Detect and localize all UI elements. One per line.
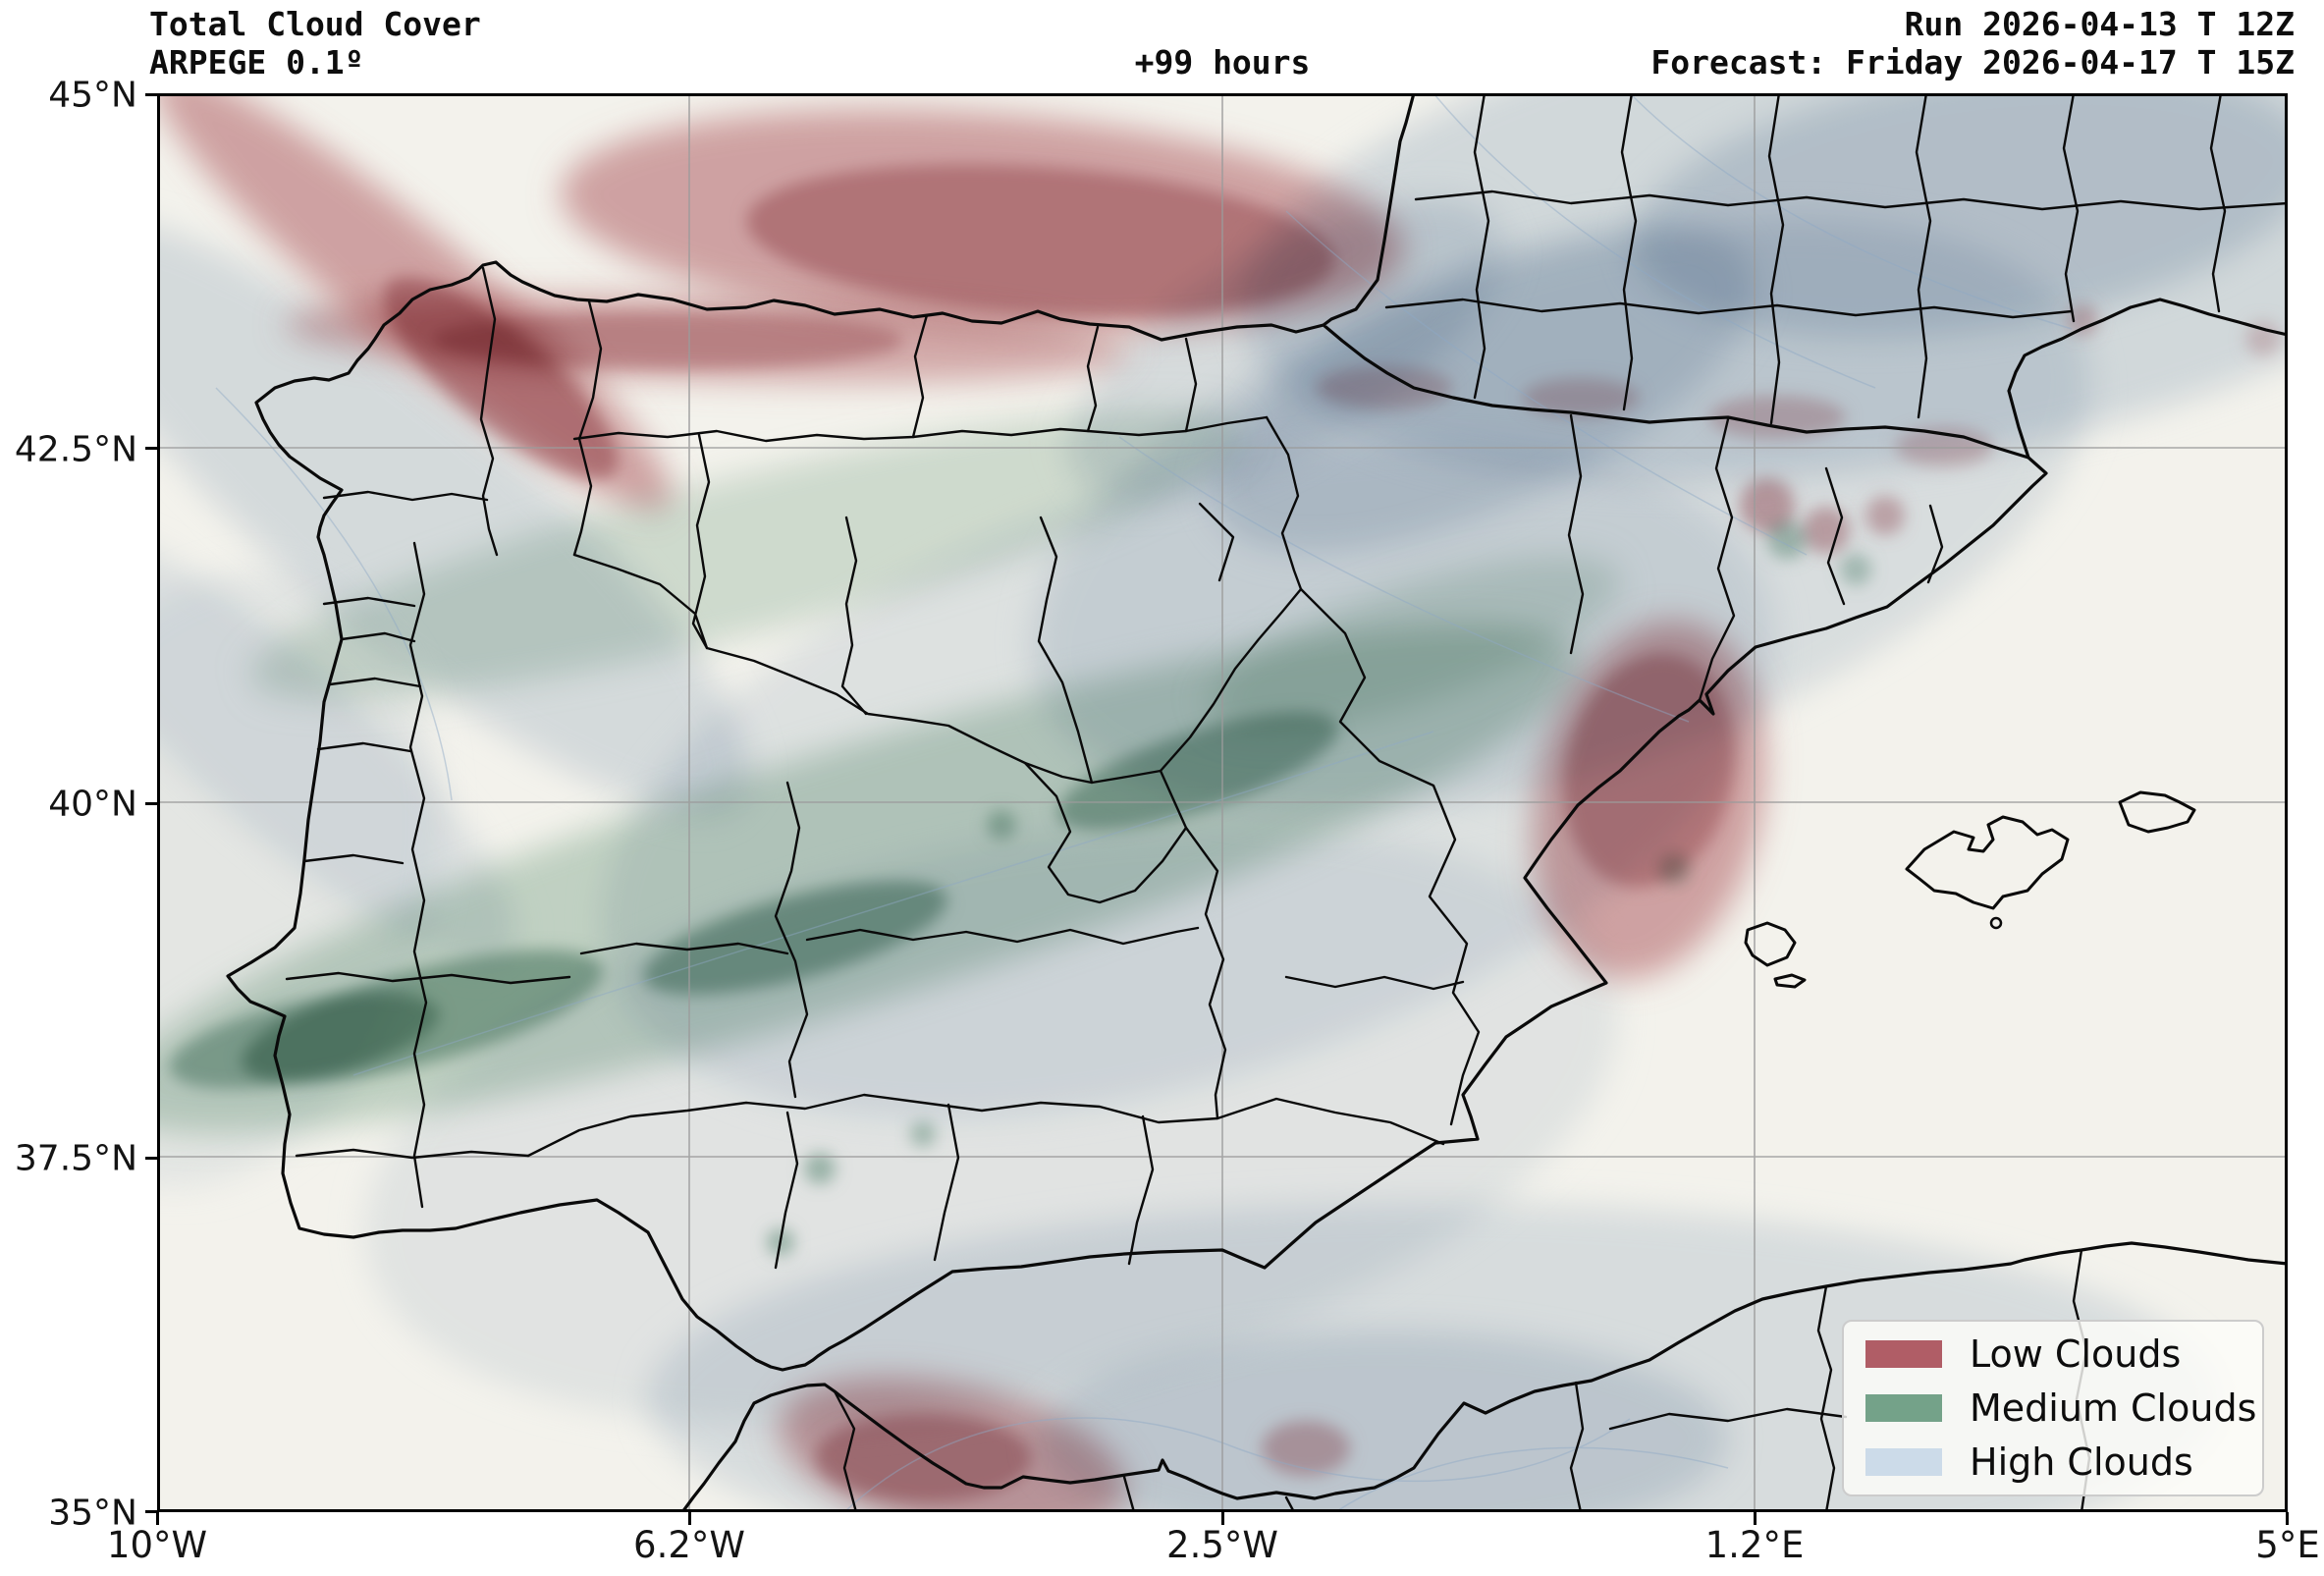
lon-label-10w: 10°W	[106, 1524, 208, 1566]
x-tick	[1754, 1512, 1757, 1525]
y-tick	[145, 93, 158, 96]
cloud-legend: Low Clouds Medium Clouds High Clouds	[1842, 1320, 2264, 1496]
lon-label-6-2w: 6.2°W	[633, 1524, 745, 1566]
map-plot-area	[157, 93, 2288, 1512]
y-tick	[145, 1510, 158, 1513]
spain-province-borders	[322, 266, 1944, 1270]
medium-clouds-swatch	[1865, 1393, 1942, 1422]
ibiza-island	[1744, 921, 1797, 967]
y-tick	[145, 447, 158, 450]
mallorca-island	[1905, 815, 2070, 910]
cabrera-island	[1989, 916, 2003, 930]
x-tick	[156, 1512, 159, 1525]
plot-frame	[157, 93, 2288, 1512]
run-label: Run 2026-04-13 T 12Z	[1904, 5, 2295, 43]
lead-time-label: +99 hours	[1134, 43, 1311, 82]
high-clouds-label: High Clouds	[1970, 1440, 2193, 1484]
france-med-coastline	[2007, 298, 2288, 460]
lon-label-2-5w: 2.5°W	[1166, 1524, 1278, 1566]
map-canvas	[157, 93, 2288, 1512]
low-clouds-label: Low Clouds	[1970, 1332, 2182, 1377]
lat-label-40n: 40°N	[48, 784, 137, 825]
legend-row-high: High Clouds	[1865, 1443, 2262, 1481]
lat-label-45n: 45°N	[48, 75, 137, 116]
legend-row-medium: Medium Clouds	[1865, 1389, 2262, 1427]
lon-label-1-2e: 1.2°E	[1704, 1524, 1805, 1566]
graticule	[157, 93, 2288, 1512]
lat-label-42-5n: 42.5°N	[14, 429, 137, 470]
lat-label-37-5n: 37.5°N	[14, 1138, 137, 1179]
lon-label-5e: 5°E	[2255, 1524, 2320, 1566]
title-block: Total Cloud Cover ARPEGE 0.1º	[149, 5, 481, 82]
x-tick	[688, 1512, 691, 1525]
lat-label-35n: 35°N	[48, 1493, 137, 1534]
high-clouds-swatch	[1865, 1447, 1942, 1476]
medium-clouds-label: Medium Clouds	[1970, 1386, 2257, 1430]
forecast-label: Forecast: Friday 2026-04-17 T 15Z	[1650, 43, 2295, 82]
africa-coastline	[680, 1241, 2288, 1512]
model-label: ARPEGE 0.1º	[149, 43, 364, 82]
france-department-borders	[1384, 93, 2288, 425]
page-title: Total Cloud Cover	[149, 5, 481, 43]
y-tick	[145, 1157, 158, 1160]
legend-row-low: Low Clouds	[1865, 1335, 2262, 1373]
low-clouds-layer	[157, 93, 2281, 1512]
x-tick	[1221, 1512, 1224, 1525]
x-tick	[2286, 1512, 2289, 1525]
low-clouds-swatch	[1865, 1340, 1942, 1369]
run-block: Run 2026-04-13 T 12Z Forecast: Friday 202…	[1650, 5, 2295, 82]
menorca-island	[2118, 790, 2196, 834]
y-tick	[145, 802, 158, 805]
formentera-island	[1773, 973, 1807, 989]
iberia-coastline	[226, 93, 2048, 1372]
portugal-district-borders	[285, 541, 571, 1209]
